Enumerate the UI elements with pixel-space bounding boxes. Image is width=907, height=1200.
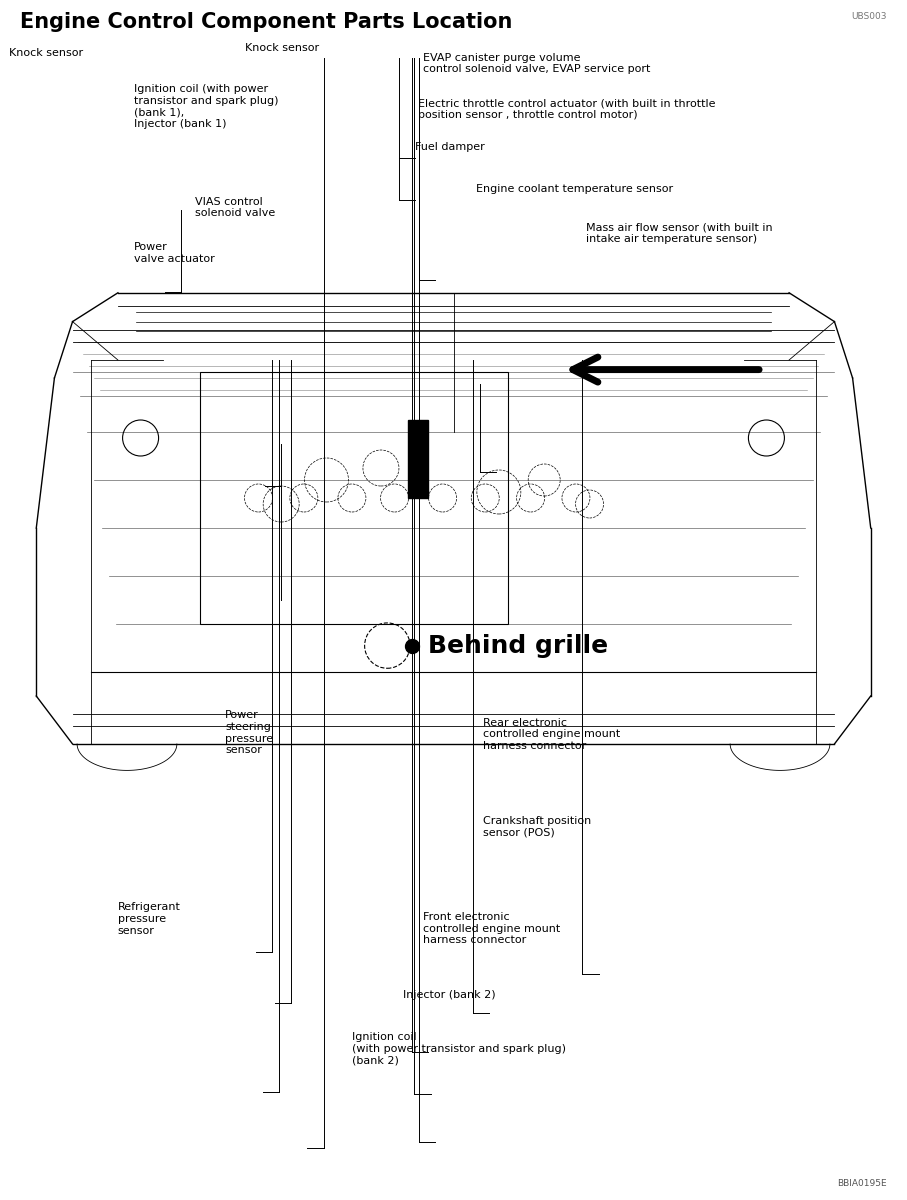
Text: VIAS control
solenoid valve: VIAS control solenoid valve [195,197,275,218]
Text: Power
steering
pressure
sensor: Power steering pressure sensor [225,710,273,755]
Text: Engine coolant temperature sensor: Engine coolant temperature sensor [476,184,673,193]
Text: Behind grille: Behind grille [428,634,609,658]
Text: Engine Control Component Parts Location: Engine Control Component Parts Location [20,12,512,32]
Bar [200,372,508,624]
Text: BBIA0195E: BBIA0195E [837,1178,887,1188]
Text: Power
valve actuator: Power valve actuator [134,242,215,264]
Text: Rear electronic
controlled engine mount
harness connector: Rear electronic controlled engine mount … [483,718,620,751]
Text: Crankshaft position
sensor (POS): Crankshaft position sensor (POS) [483,816,591,838]
Text: Ignition coil (with power
transistor and spark plug)
(bank 1),
Injector (bank 1): Ignition coil (with power transistor and… [134,84,278,128]
Text: UBS003: UBS003 [852,12,887,20]
Text: Fuel damper: Fuel damper [415,142,485,151]
Bar [408,420,428,498]
Text: Electric throttle control actuator (with built in throttle
position sensor , thr: Electric throttle control actuator (with… [418,98,716,120]
Text: Ignition coil
(with power transistor and spark plug)
(bank 2): Ignition coil (with power transistor and… [352,1032,566,1066]
Text: Mass air flow sensor (with built in
intake air temperature sensor): Mass air flow sensor (with built in inta… [586,222,773,244]
Text: Knock sensor: Knock sensor [9,48,83,58]
Text: Knock sensor: Knock sensor [245,43,319,53]
Text: Injector (bank 2): Injector (bank 2) [403,990,495,1000]
Text: Front electronic
controlled engine mount
harness connector: Front electronic controlled engine mount… [423,912,560,946]
Text: Refrigerant
pressure
sensor: Refrigerant pressure sensor [118,902,180,936]
Text: EVAP canister purge volume
control solenoid valve, EVAP service port: EVAP canister purge volume control solen… [423,53,650,74]
